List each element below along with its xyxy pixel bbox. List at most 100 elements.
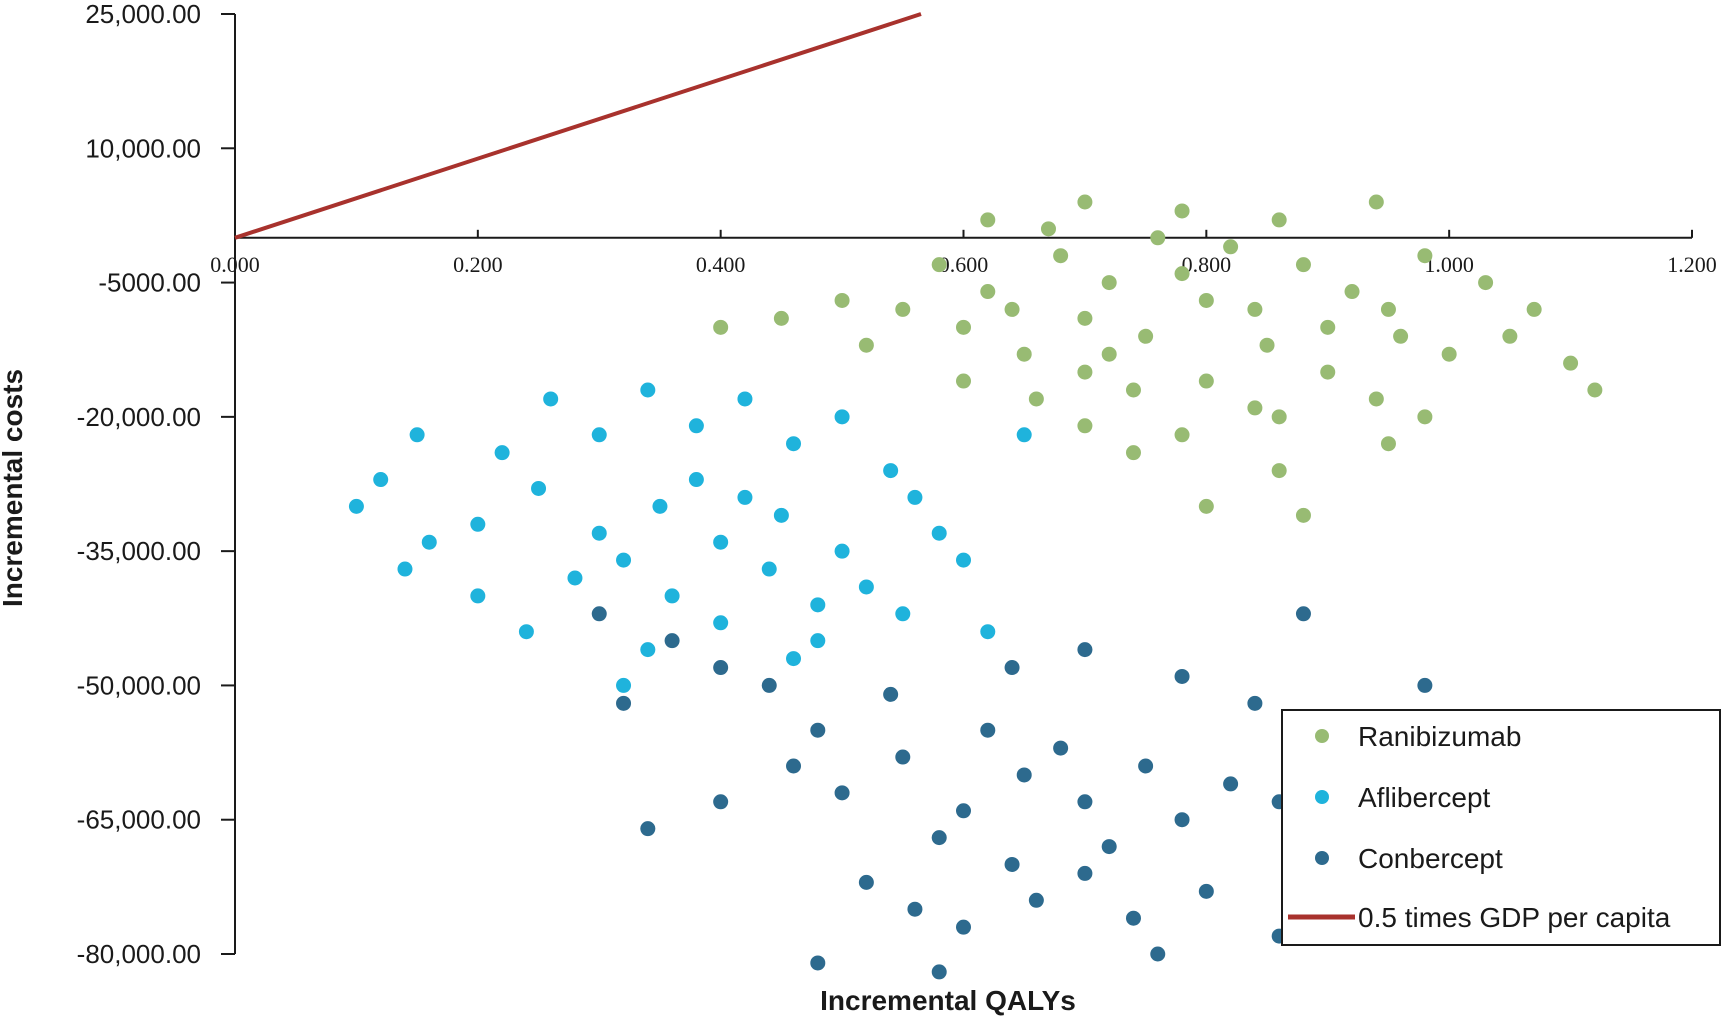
data-point-ranibizumab [895,301,911,317]
data-point-conbercept [713,660,729,676]
data-point-conbercept [1053,740,1069,756]
data-point-conbercept [1028,892,1044,908]
data-point-aflibercept [810,597,826,613]
data-point-aflibercept [397,561,413,577]
legend-label-aflibercept: Aflibercept [1358,782,1491,813]
x-tick-label: 0.600 [939,252,989,277]
data-point-aflibercept [931,525,947,541]
data-point-aflibercept [688,418,704,434]
data-point-ranibizumab [1247,400,1263,416]
data-point-aflibercept [421,534,437,550]
data-point-aflibercept [956,552,971,568]
y-tick-label: -35,000.00 [77,536,201,566]
y-tick-label: -50,000.00 [77,670,201,700]
data-point-ranibizumab [1478,275,1494,291]
y-axis: 25,000.00 10,000.00 -5000.00 -20,000.00 -35,… [77,0,236,969]
x-axis: 0.000 0.200 0.400 0.600 0.800 1.000 1.200 [210,229,1717,277]
data-point-conbercept [1004,660,1020,676]
data-point-ranibizumab [773,310,789,326]
data-point-conbercept [931,964,947,980]
data-point-ranibizumab [1198,292,1214,308]
data-point-aflibercept [531,480,547,496]
data-point-ranibizumab [980,284,996,300]
data-point-ranibizumab [1295,507,1311,523]
data-point-ranibizumab [1174,203,1190,219]
legend-label-conbercept: Conbercept [1358,843,1503,874]
data-point-conbercept [956,919,971,935]
data-point-conbercept [1198,883,1214,899]
data-point-aflibercept [567,570,583,586]
data-point-conbercept [1077,865,1093,881]
data-point-aflibercept [713,615,729,631]
legend: Ranibizumab Aflibercept Conbercept 0.5 t… [1281,709,1721,946]
data-point-ranibizumab [1077,310,1093,326]
data-point-ranibizumab [1101,346,1117,362]
data-point-aflibercept [373,472,389,488]
x-tick-label: 0.000 [210,252,260,277]
data-point-ranibizumab [931,257,947,273]
data-point-ranibizumab [1526,301,1542,317]
data-point-conbercept [1295,606,1311,622]
legend-marker-ranibizumab [1315,729,1329,743]
data-point-ranibizumab [1174,427,1190,443]
data-point-conbercept [761,677,777,693]
data-point-conbercept [834,785,850,801]
data-point-aflibercept [640,642,656,658]
data-point-conbercept [1150,946,1166,962]
data-point-ranibizumab [1271,463,1287,479]
data-point-conbercept [1004,856,1020,872]
data-point-aflibercept [1016,427,1032,443]
data-point-ranibizumab [1587,382,1603,398]
data-point-conbercept [858,874,874,890]
y-tick-label: 25,000.00 [85,0,201,29]
data-point-ranibizumab [1077,194,1093,210]
data-point-aflibercept [858,579,874,595]
data-point-ranibizumab [1101,275,1117,291]
data-point-ranibizumab [1138,328,1154,344]
data-point-aflibercept [616,677,632,693]
data-point-aflibercept [494,445,510,461]
data-point-ranibizumab [956,373,971,389]
x-tick-label: 0.400 [696,252,746,277]
data-point-aflibercept [737,489,753,505]
data-point-ranibizumab [1417,248,1433,264]
x-tick-label: 1.200 [1667,252,1717,277]
data-point-conbercept [1247,695,1263,711]
threshold-line-layer [234,12,922,240]
legend-label-ranibizumab: Ranibizumab [1358,721,1521,752]
data-point-ranibizumab [1028,391,1044,407]
data-point-ranibizumab [1125,445,1141,461]
data-point-ranibizumab [1295,257,1311,273]
data-point-aflibercept [786,651,802,667]
data-point-aflibercept [980,624,996,640]
data-point-conbercept [956,803,971,819]
data-point-ranibizumab [1441,346,1457,362]
data-point-aflibercept [834,543,850,559]
data-point-aflibercept [409,427,425,443]
data-point-conbercept [810,955,826,971]
data-point-ranibizumab [1077,364,1093,380]
threshold-line [234,12,922,240]
data-point-conbercept [713,794,729,810]
data-point-aflibercept [543,391,559,407]
data-point-ranibizumab [1077,418,1093,434]
data-point-ranibizumab [1223,239,1239,255]
data-point-ranibizumab [1380,301,1396,317]
data-point-conbercept [1138,758,1154,774]
data-point-ranibizumab [1125,382,1141,398]
data-point-ranibizumab [1259,337,1275,353]
data-point-conbercept [664,633,680,649]
data-point-ranibizumab [956,319,971,335]
data-point-conbercept [1016,767,1032,783]
x-tick-label: 0.200 [453,252,503,277]
data-point-conbercept [640,821,656,837]
data-point-aflibercept [737,391,753,407]
data-point-ranibizumab [1368,391,1384,407]
data-point-ranibizumab [1393,328,1409,344]
data-point-aflibercept [834,409,850,425]
data-point-aflibercept [713,534,729,550]
data-point-conbercept [931,830,947,846]
data-point-ranibizumab [1198,498,1214,514]
y-tick-label: -80,000.00 [77,939,201,969]
data-point-aflibercept [786,436,802,452]
